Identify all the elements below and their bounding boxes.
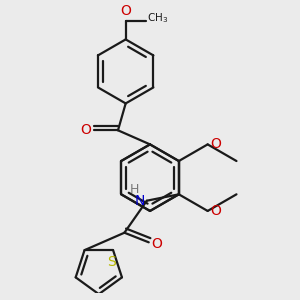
Text: S: S: [107, 255, 116, 269]
Text: O: O: [81, 123, 92, 137]
Text: O: O: [211, 204, 221, 218]
Text: CH$_3$: CH$_3$: [147, 11, 169, 25]
Text: H: H: [129, 183, 139, 196]
Text: O: O: [211, 137, 221, 152]
Text: O: O: [120, 4, 131, 18]
Text: N: N: [134, 194, 145, 208]
Text: O: O: [151, 237, 162, 251]
